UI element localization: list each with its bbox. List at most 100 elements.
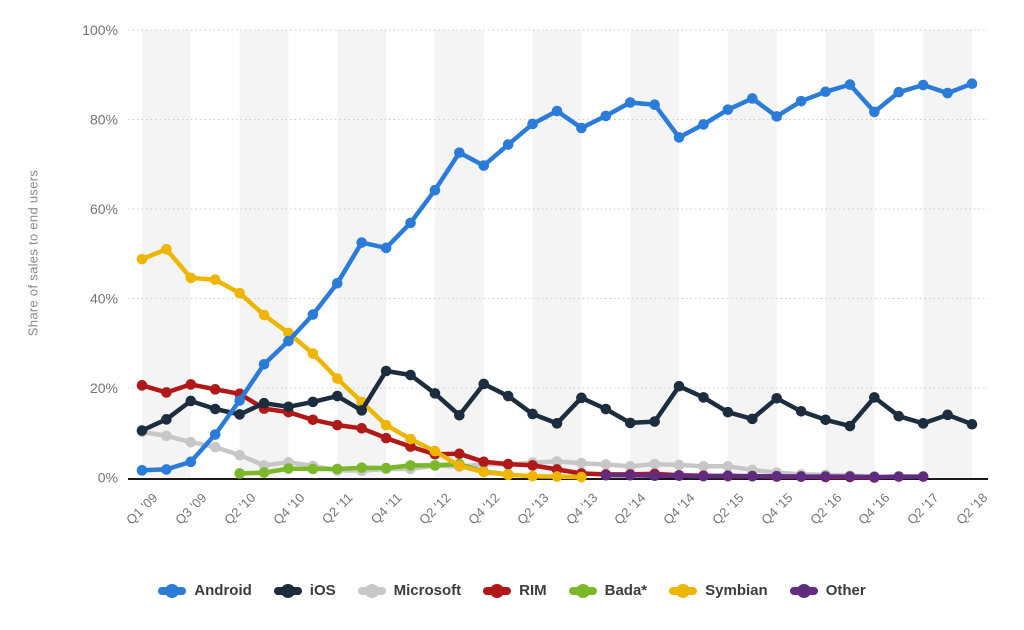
android-point bbox=[527, 118, 538, 130]
microsoft-point bbox=[234, 449, 245, 461]
y-tick-label: 60% bbox=[90, 201, 118, 217]
ios-point bbox=[209, 403, 221, 415]
ios-point bbox=[454, 409, 465, 421]
series-ios bbox=[136, 365, 978, 436]
ios-point bbox=[405, 369, 416, 381]
android-point bbox=[405, 217, 416, 229]
symbian-point bbox=[405, 433, 416, 445]
legend-item-bada[interactable]: Bada* bbox=[568, 582, 647, 599]
android-point bbox=[502, 139, 514, 150]
other-point bbox=[673, 470, 685, 482]
android-point bbox=[331, 277, 343, 289]
android-point bbox=[600, 110, 612, 122]
android-point bbox=[234, 395, 245, 406]
ios-point bbox=[917, 418, 929, 429]
ios-point bbox=[576, 392, 587, 404]
android-point bbox=[429, 184, 441, 196]
legend-item-symbian[interactable]: Symbian bbox=[669, 582, 768, 599]
legend-marker-other bbox=[789, 583, 818, 598]
other-point bbox=[795, 471, 807, 482]
ios-point bbox=[624, 417, 636, 429]
other-point bbox=[917, 471, 929, 482]
ios-point bbox=[527, 408, 538, 420]
android-point bbox=[576, 122, 587, 134]
bada-point bbox=[258, 467, 270, 478]
symbian-point bbox=[527, 470, 538, 482]
android-point bbox=[722, 104, 734, 115]
ios-point bbox=[893, 410, 905, 422]
ios-point bbox=[844, 420, 856, 432]
rim-point bbox=[502, 458, 514, 470]
android-point bbox=[283, 335, 294, 347]
android-point bbox=[624, 97, 636, 108]
legend-marker-dot bbox=[796, 583, 811, 598]
legend-label-ios: iOS bbox=[309, 582, 336, 599]
android-point bbox=[844, 79, 856, 90]
legend-label-rim: RIM bbox=[519, 582, 547, 599]
android-point bbox=[307, 309, 319, 320]
android-point bbox=[820, 86, 831, 98]
android-point bbox=[161, 464, 172, 475]
symbian-point bbox=[429, 445, 441, 457]
y-axis-title: Share of sales to end users bbox=[25, 169, 41, 337]
legend-marker-dot bbox=[165, 583, 180, 598]
legend-marker-rim bbox=[483, 583, 512, 598]
rim-point bbox=[307, 414, 319, 426]
ios-point bbox=[283, 401, 294, 413]
microsoft-point bbox=[624, 461, 636, 472]
y-tick-label: 100% bbox=[82, 22, 118, 38]
bada-point bbox=[307, 463, 319, 475]
bada-point bbox=[405, 460, 416, 471]
y-tick-label: 40% bbox=[90, 291, 118, 307]
legend-marker-dot bbox=[676, 583, 691, 598]
legend-item-other[interactable]: Other bbox=[789, 582, 866, 599]
legend-label-microsoft: Microsoft bbox=[393, 582, 462, 599]
symbian-point bbox=[209, 274, 221, 286]
symbian-point bbox=[576, 471, 587, 483]
symbian-point bbox=[502, 469, 514, 481]
ios-point bbox=[698, 392, 709, 403]
bada-point bbox=[331, 463, 343, 475]
plot-bands bbox=[142, 30, 973, 478]
ios-point bbox=[380, 365, 392, 377]
legend-marker-ios bbox=[273, 583, 302, 598]
ios-point bbox=[258, 397, 270, 409]
rim-point bbox=[185, 379, 197, 390]
legend-marker-android bbox=[158, 583, 187, 598]
bada-point bbox=[429, 460, 441, 471]
legend-item-android[interactable]: Android bbox=[158, 582, 252, 599]
legend-item-rim[interactable]: RIM bbox=[483, 582, 547, 599]
legend-label-android: Android bbox=[194, 582, 252, 599]
microsoft-point bbox=[161, 430, 172, 442]
rim-point bbox=[136, 380, 148, 391]
bada-point bbox=[356, 462, 368, 473]
ios-point bbox=[185, 395, 197, 407]
android-point bbox=[551, 105, 563, 117]
ios-point bbox=[795, 405, 807, 417]
symbian-point bbox=[136, 253, 148, 265]
android-point bbox=[673, 132, 685, 143]
ios-point bbox=[161, 414, 172, 425]
rim-point bbox=[405, 441, 416, 452]
series-other bbox=[600, 469, 929, 483]
symbian-point bbox=[161, 243, 172, 255]
rim-point bbox=[209, 384, 221, 395]
other-point bbox=[844, 471, 856, 482]
microsoft-point bbox=[576, 457, 587, 469]
legend-item-microsoft[interactable]: Microsoft bbox=[357, 582, 462, 599]
symbian-point bbox=[307, 348, 319, 359]
ios-point bbox=[307, 396, 319, 408]
legend-item-ios[interactable]: iOS bbox=[273, 582, 336, 599]
rim-point bbox=[356, 422, 368, 434]
ios-point bbox=[136, 425, 148, 436]
android-point bbox=[942, 87, 953, 99]
ios-point bbox=[722, 406, 734, 418]
android-point bbox=[258, 358, 270, 370]
ios-point bbox=[600, 403, 612, 415]
other-point bbox=[747, 470, 758, 482]
gridlines bbox=[128, 29, 988, 389]
android-point bbox=[454, 147, 465, 158]
symbian-point bbox=[331, 373, 343, 384]
android-point bbox=[649, 99, 660, 111]
y-tick-label: 0% bbox=[98, 470, 118, 486]
